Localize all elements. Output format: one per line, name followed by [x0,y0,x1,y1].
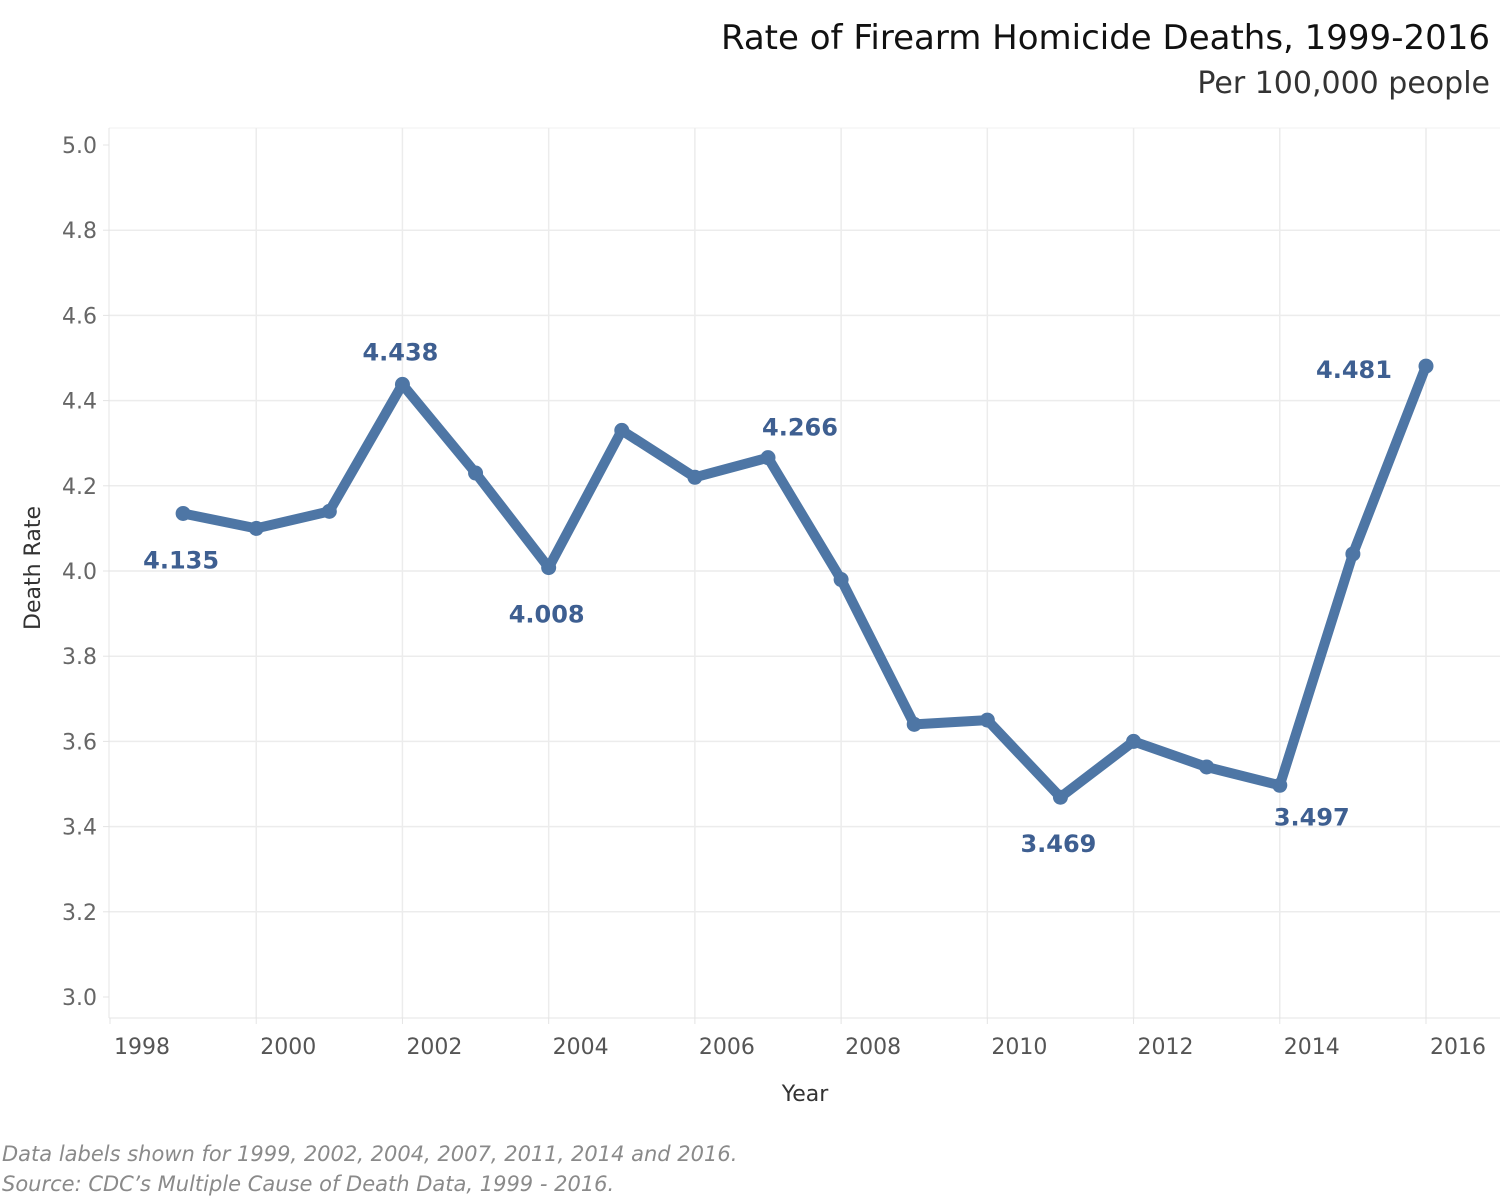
x-tick-label: 2014 [1284,1035,1340,1060]
y-tick-label: 3.6 [62,730,97,755]
source-note: Source: CDC’s Multiple Cause of Death Da… [2,1172,615,1196]
x-axis-title: Year [781,1082,830,1107]
x-tick-label: 2010 [991,1035,1047,1060]
data-point [687,469,703,485]
data-label: 4.438 [362,338,438,366]
chart-subtitle: Per 100,000 people [1197,66,1490,101]
gridlines [109,127,1500,1018]
data-point [1345,546,1361,562]
series-death-rate [175,358,1434,805]
chart-title: Rate of Firearm Homicide Deaths, 1999-20… [720,18,1490,58]
data-label: 4.481 [1316,356,1392,384]
data-point [833,572,849,588]
data-point [1126,733,1142,749]
y-tick-label: 3.8 [62,645,97,670]
x-tick-label: 2004 [553,1035,609,1060]
data-point [468,465,484,481]
series-line [178,361,1431,803]
data-labels-note: Data labels shown for 1999, 2002, 2004, … [2,1142,738,1166]
x-tick-label: 2000 [260,1035,316,1060]
y-tick-label: 4.2 [62,475,97,500]
data-label: 4.135 [143,546,219,574]
y-tick-label: 4.8 [62,219,97,244]
x-tick-label: 2016 [1430,1035,1486,1060]
y-tick-label: 4.4 [62,390,97,415]
y-tick-label: 4.6 [62,304,97,329]
x-tick-label: 1998 [114,1035,170,1060]
data-point [248,520,264,536]
data-label: 3.469 [1020,830,1096,858]
x-tick-label: 2006 [699,1035,755,1060]
data-point [906,716,922,732]
data-point [1418,358,1434,374]
x-tick-label: 2008 [845,1035,901,1060]
y-tick-label: 4.0 [62,560,97,585]
y-tick-label: 3.0 [62,986,97,1011]
data-point [614,422,630,438]
x-tick-label: 2002 [406,1035,462,1060]
data-point [541,560,557,576]
data-point [1199,759,1215,775]
data-label: 3.497 [1274,803,1350,831]
axes: 3.0 3.2 3.4 3.6 3.8 4.0 4.2 4.4 4.6 4.8 5.0 1998 200… [21,128,1500,1107]
data-label: 4.266 [762,414,838,442]
data-labels: 4.135 4.438 4.008 4.266 3.469 3.497 4.481 [143,338,1392,858]
data-point [321,503,337,519]
y-axis-title: Death Rate [21,506,46,630]
data-point [979,712,995,728]
y-tick-label: 5.0 [62,134,97,159]
data-point [394,376,410,392]
data-label: 4.008 [509,601,585,629]
data-point [1052,789,1068,805]
data-point [760,450,776,466]
data-point [175,505,191,521]
y-tick-label: 3.2 [62,901,97,926]
data-point [1272,777,1288,793]
line-chart: 3.0 3.2 3.4 3.6 3.8 4.0 4.2 4.4 4.6 4.8 5.0 1998 200… [21,127,1500,1107]
x-tick-label: 2012 [1138,1035,1194,1060]
y-tick-label: 3.4 [62,816,97,841]
